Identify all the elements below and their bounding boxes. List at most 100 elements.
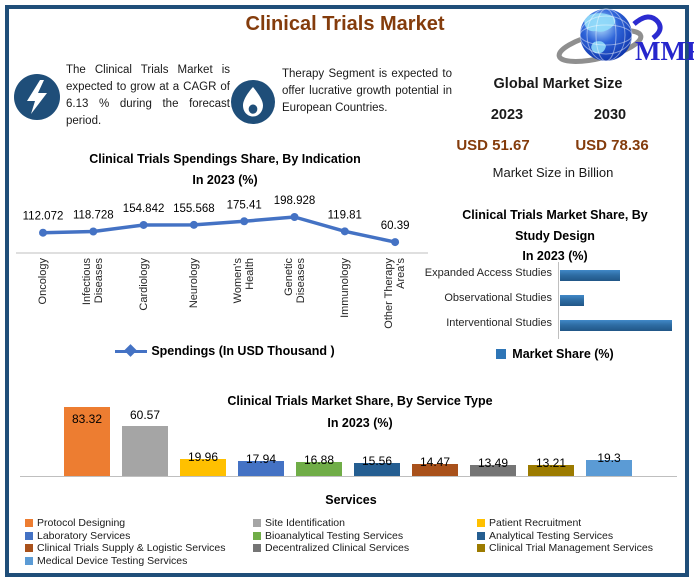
line-data-point: [139, 220, 148, 229]
legend-item-label: Analytical Testing Services: [489, 529, 614, 542]
global-market-size-heading: Global Market Size: [493, 76, 623, 92]
therapy-callout-text: Therapy Segment is expected to offer luc…: [282, 68, 452, 114]
service-bar-value-label: 17.94: [245, 452, 277, 467]
legend-swatch-icon: [25, 519, 33, 527]
study-design-category-label: Interventional Studies: [446, 317, 552, 329]
spendings-line: [42, 215, 396, 244]
line-chart-category-label: Infectious Diseases: [80, 258, 106, 306]
study-chart-title-line1: Clinical Trials Market Share, By: [462, 208, 648, 222]
year-start: 2023: [490, 107, 524, 123]
study-design-bar: [560, 294, 584, 306]
legend-swatch-icon: [25, 556, 33, 565]
service-legend-item: Analytical Testing Services: [477, 530, 613, 542]
legend-item-label: Clinical Trials Supply & Logistic Servic…: [37, 542, 226, 554]
line-chart-category-label: Women's Health: [231, 258, 257, 304]
legend-swatch-icon: [477, 531, 485, 540]
market-share-swatch-icon: [496, 349, 507, 359]
service-bar: [180, 459, 226, 476]
line-data-label: 60.39: [381, 220, 410, 232]
line-data-point: [89, 227, 98, 236]
line-data-label: 119.81: [328, 209, 362, 221]
service-legend-item: Medical Device Testing Services: [25, 555, 187, 567]
service-bar: [354, 463, 400, 476]
market-size-unit-note: Market Size in Billion: [492, 165, 614, 180]
growth-callout-text: The Clinical Trials Market is expected t…: [66, 64, 230, 127]
service-bar: [64, 407, 110, 476]
service-bar-value-label: 16.88: [303, 453, 335, 468]
line-chart-title: Clinical Trials Spendings Share, By Indi…: [89, 152, 361, 166]
study-chart-legend: Market Share (%): [430, 347, 680, 361]
service-chart-x-axis-title: Services: [325, 493, 377, 507]
study-chart-title-line2: Study Design: [515, 229, 595, 243]
line-series-marker-icon: [115, 349, 148, 353]
line-data-label: 112.072: [23, 211, 64, 223]
service-bar-value-label: 60.57: [129, 407, 161, 422]
service-bar: [238, 461, 284, 476]
service-bar-value-label: 15.56: [361, 454, 393, 469]
service-bar-value-label: 83.32: [71, 412, 103, 426]
line-chart-category-label: Genetic Diseases: [282, 258, 307, 304]
study-design-category-label: Expanded Access Studies: [424, 267, 552, 279]
line-chart-category-label: Cardiology: [137, 258, 150, 311]
line-chart-category-label: Oncology: [36, 258, 49, 305]
page-title: Clinical Trials Market: [245, 13, 445, 35]
service-legend-item: Decentralized Clinical Services: [253, 542, 409, 554]
service-bar: [470, 464, 516, 476]
legend-item-label: Protocol Designing: [37, 517, 126, 529]
service-bar-value-label: 19.3: [597, 451, 621, 466]
service-bar-value-label: 13.21: [535, 456, 567, 471]
line-data-point: [290, 213, 299, 221]
service-bar: [586, 460, 632, 476]
legend-swatch-icon: [253, 544, 261, 552]
study-design-category-label: Observational Studies: [444, 292, 552, 304]
year-end: 2030: [593, 107, 627, 123]
legend-item-label: Bioanalytical Testing Services: [265, 529, 404, 542]
growth-callout-icon: [14, 74, 60, 120]
service-legend-item: Protocol Designing: [25, 517, 125, 529]
legend-item-label: Medical Device Testing Services: [37, 554, 188, 567]
legend-swatch-icon: [253, 531, 261, 540]
study-design-bar: [560, 319, 672, 331]
service-bar: [412, 464, 458, 476]
service-chart-baseline: [20, 476, 677, 477]
service-chart-title-line2: In 2023 (%): [327, 416, 393, 430]
line-chart-category-label: Immunology: [338, 258, 351, 318]
legend-swatch-icon: [25, 544, 33, 552]
service-legend-item: Site Identification: [253, 517, 345, 529]
service-legend-item: Laboratory Services: [25, 530, 130, 542]
line-data-label: 118.728: [73, 210, 114, 222]
service-bar: [528, 465, 574, 476]
legend-item-label: Site Identification: [265, 517, 345, 529]
line-series-label: Spendings (In USD Thousand ): [151, 344, 335, 358]
service-legend-item: Patient Recruitment: [477, 517, 581, 529]
service-bar-value-label: 19.96: [187, 450, 219, 465]
study-chart-axis-line: [558, 262, 559, 339]
study-chart-title-line3: In 2023 (%): [522, 249, 588, 263]
legend-item-label: Patient Recruitment: [489, 517, 582, 529]
line-chart-plot: 112.072 118.728 154.842 155.568 175.41 198.92…: [10, 190, 430, 256]
line-chart-title-line2: In 2023 (%): [192, 173, 258, 187]
globe-icon: MMR: [556, 8, 694, 66]
page-border: [5, 5, 689, 577]
line-chart-legend: Spendings (In USD Thousand ): [25, 344, 425, 358]
line-chart-svg: 112.072 118.728 154.842 155.568 175.41 198.92…: [16, 195, 428, 254]
legend-item-label: Decentralized Clinical Services: [265, 542, 410, 554]
line-data-point: [39, 228, 47, 237]
market-size-start-value: USD 51.67: [456, 137, 530, 154]
legend-item-label: Clinical Trial Management Services: [489, 542, 653, 554]
legend-item-label: Laboratory Services: [37, 529, 131, 542]
line-data-label: 154.842: [123, 203, 165, 215]
service-legend-item: Clinical Trial Management Services: [477, 542, 653, 554]
service-legend-item: Bioanalytical Testing Services: [253, 530, 403, 542]
flame-icon: [243, 87, 263, 117]
market-share-legend-label: Market Share (%): [512, 347, 614, 361]
service-bar-value-label: 13.49: [477, 455, 509, 470]
legend-swatch-icon: [477, 544, 485, 552]
lightning-bolt-icon: [27, 80, 47, 114]
line-data-label: 175.41: [227, 199, 262, 211]
line-chart-category-label: Other Therapy Area's: [382, 258, 408, 329]
therapy-callout-icon: [231, 80, 275, 124]
service-legend-item: Clinical Trials Supply & Logistic Servic…: [25, 542, 226, 554]
service-bar: [296, 462, 342, 476]
service-bar: [122, 425, 168, 476]
